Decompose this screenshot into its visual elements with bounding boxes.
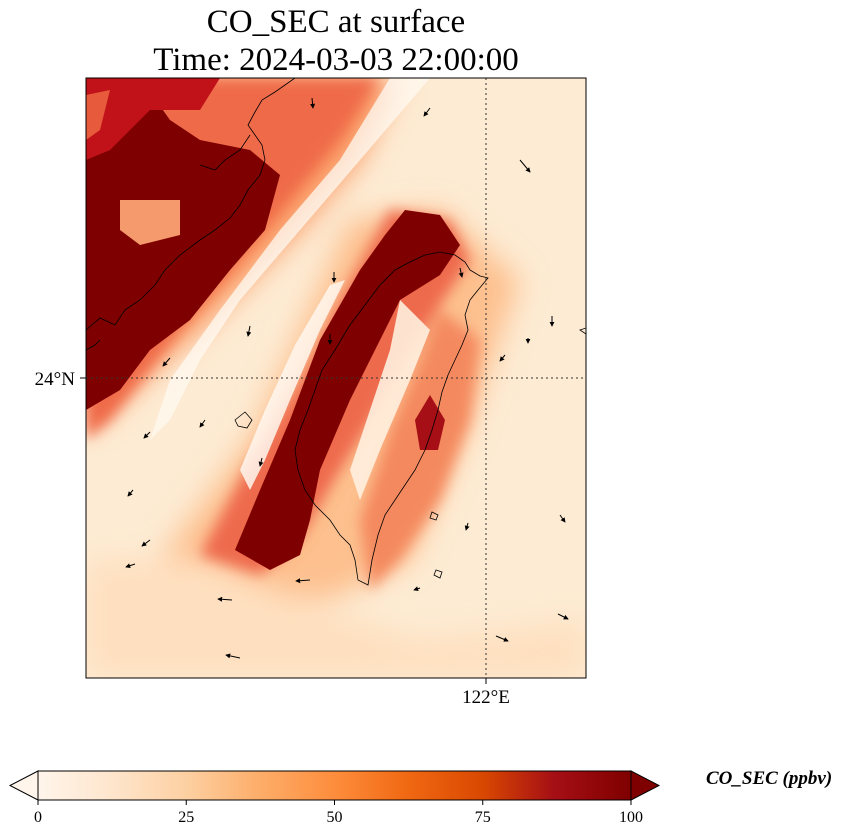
colorbar-tick-label: 50 [327, 809, 343, 826]
colorbar-extend-high [630, 770, 661, 801]
colorbar: 0 25 50 75 100 [8, 770, 661, 826]
graticule [86, 78, 586, 678]
lat-tick-label: 24°N [35, 369, 76, 390]
concentration-field [86, 78, 586, 678]
map-title: CO_SEC at surface [206, 4, 466, 40]
colorbar-extend-low [8, 770, 39, 801]
coastline [86, 78, 586, 586]
colorbar-gradient [38, 771, 631, 800]
lon-tick-label: 122°E [462, 687, 510, 708]
colorbar-tick-label: 100 [619, 809, 643, 826]
colorbar-tick-label: 0 [34, 809, 42, 826]
wind-vectors [125, 97, 569, 659]
colorbar-title: CO_SEC (ppbv) [706, 768, 833, 789]
colorbar-tick-label: 75 [475, 809, 491, 826]
colorbar-ticks: 0 25 50 75 100 [34, 800, 643, 826]
colorbar-tick-label: 25 [178, 809, 194, 826]
map-subtitle-time: Time: 2024-03-03 22:00:00 [153, 42, 519, 78]
